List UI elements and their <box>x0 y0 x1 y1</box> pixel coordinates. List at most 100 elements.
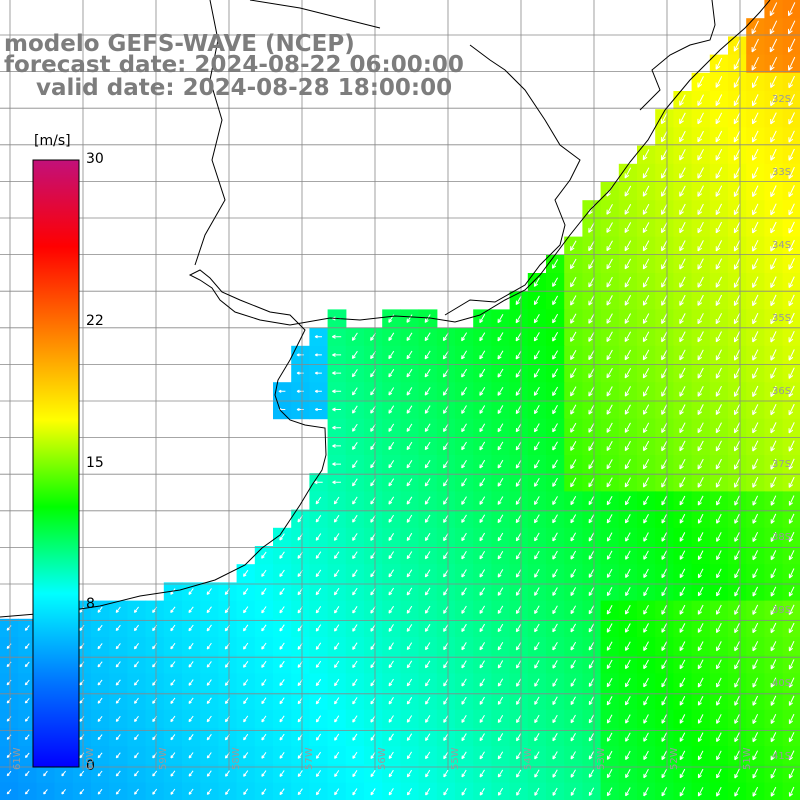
wind-arrow <box>406 733 413 741</box>
wind-arrow <box>479 350 486 360</box>
wind-arrow <box>424 478 431 487</box>
wind-arrow <box>115 697 121 704</box>
wind-arrow <box>333 514 340 523</box>
wind-arrow <box>624 276 632 288</box>
colorbar-tick-label: 8 <box>86 596 95 613</box>
wind-arrow <box>788 94 795 107</box>
wind-arrow <box>261 642 267 650</box>
wind-arrow <box>642 258 650 270</box>
wind-arrow <box>751 20 759 35</box>
wind-arrow <box>24 643 30 650</box>
wind-arrow <box>661 495 668 506</box>
wind-arrow <box>734 622 740 634</box>
wind-arrow <box>388 569 395 578</box>
wind-arrow <box>697 313 704 325</box>
wind-arrow <box>534 751 540 760</box>
wind-arrow <box>679 623 686 633</box>
wind-arrow <box>334 606 340 614</box>
wind-arrow <box>770 148 777 161</box>
wind-arrow <box>406 751 413 760</box>
wind-arrow <box>497 532 504 542</box>
wind-arrow <box>279 660 285 668</box>
wind-arrow <box>697 641 704 652</box>
wind-arrow <box>642 222 650 234</box>
wind-arrow <box>261 733 267 741</box>
wind-arrow <box>606 295 613 306</box>
wind-arrow <box>425 696 431 705</box>
wind-arrow <box>715 76 723 88</box>
wind-arrow <box>588 349 595 361</box>
wind-arrow <box>243 770 249 777</box>
wind-arrow <box>443 696 449 705</box>
wind-arrow <box>752 276 759 288</box>
wind-arrow <box>606 623 613 633</box>
wind-arrow <box>752 641 759 652</box>
wind-arrow <box>679 294 686 306</box>
latitude-label: 36S <box>772 386 792 397</box>
wind-arrow <box>134 734 139 741</box>
wind-arrow <box>352 660 358 669</box>
wind-arrow <box>388 551 395 560</box>
wind-arrow <box>679 477 686 488</box>
wind-arrow <box>206 642 212 650</box>
wind-arrow <box>406 587 413 596</box>
wind-arrow <box>388 332 395 342</box>
wind-arrow <box>624 331 632 343</box>
wind-arrow <box>552 769 558 778</box>
wind-arrow <box>679 532 686 542</box>
wind-arrow <box>552 295 559 306</box>
wind-arrow <box>716 641 722 652</box>
wind-arrow <box>352 533 358 541</box>
wind-arrow <box>534 496 540 506</box>
wind-arrow <box>606 677 613 688</box>
wind-arrow <box>661 294 668 306</box>
wind-arrow <box>570 696 576 706</box>
title-valid-date: valid date: 2024-08-28 18:00:00 <box>4 75 453 101</box>
wind-arrow <box>188 697 194 704</box>
wind-arrow <box>334 660 340 669</box>
wind-arrow <box>788 640 795 652</box>
wind-arrow <box>388 514 395 523</box>
wind-arrow <box>479 386 486 396</box>
wind-arrow <box>606 349 613 361</box>
wind-arrow <box>424 605 431 614</box>
wind-arrow <box>697 404 704 415</box>
wind-arrow <box>388 642 394 651</box>
wind-arrow <box>769 56 778 71</box>
latitude-label: 40S <box>772 678 792 689</box>
wind-arrow <box>752 294 759 307</box>
wind-arrow <box>279 770 285 777</box>
coastline <box>0 0 771 618</box>
wind-arrow <box>770 732 777 743</box>
wind-arrow <box>588 404 595 415</box>
wind-arrow <box>170 788 176 795</box>
wind-arrow <box>679 404 686 415</box>
wind-arrow <box>425 642 431 651</box>
wind-arrow <box>734 732 740 743</box>
wind-arrow <box>716 495 722 506</box>
wind-arrow <box>716 604 722 615</box>
wind-arrow <box>788 148 795 161</box>
wind-arrow <box>442 350 449 360</box>
colorbar <box>32 159 80 768</box>
wind-arrow <box>497 787 504 796</box>
wind-arrow <box>333 533 340 541</box>
wind-arrow <box>570 605 577 615</box>
wind-arrow <box>679 367 686 379</box>
wind-arrow <box>552 733 558 742</box>
wind-arrow <box>788 130 795 143</box>
wind-arrow <box>752 367 759 379</box>
wind-arrow <box>296 371 304 375</box>
wind-arrow <box>679 349 686 361</box>
wind-arrow <box>332 352 342 357</box>
wind-arrow <box>642 149 650 161</box>
wind-arrow <box>552 259 559 269</box>
wind-arrow <box>406 788 413 796</box>
wind-arrow <box>788 440 795 452</box>
wind-arrow <box>752 568 759 579</box>
wind-arrow <box>624 477 631 488</box>
wind-arrow <box>515 405 522 415</box>
wind-arrow <box>315 642 322 650</box>
wind-arrow <box>625 769 631 779</box>
